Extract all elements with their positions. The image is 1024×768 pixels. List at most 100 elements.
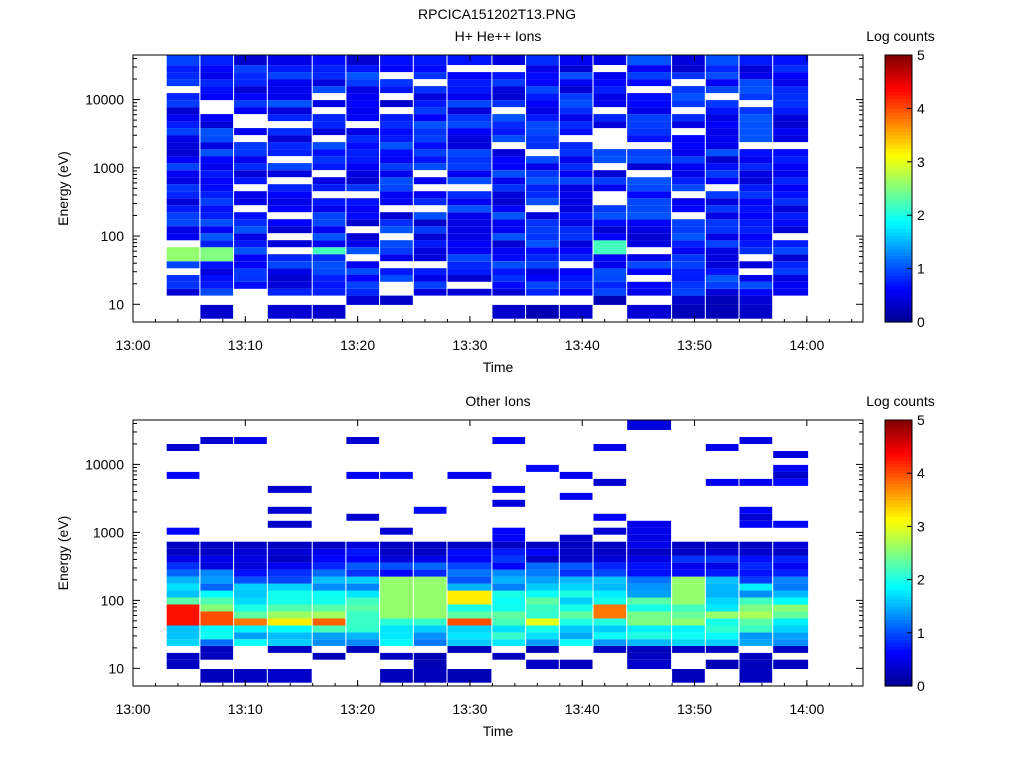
spectrogram-cell [267,65,312,73]
spectrogram-cell [234,555,267,563]
spectrogram-cell [447,121,492,129]
spectrogram-cell [346,562,380,570]
spectrogram-cell [739,54,773,65]
colorbar-swatch [885,503,912,508]
spectrogram-cell [773,191,809,199]
x-tick-label: 14:00 [789,337,824,353]
spectrogram-cell [492,198,526,206]
spectrogram-cell [413,156,447,164]
spectrogram-cell [267,100,312,108]
spectrogram-cell [166,163,200,171]
spectrogram-cell [447,107,492,115]
spectrogram-cell [773,590,809,598]
colorbar-swatch [885,453,912,458]
spectrogram-cell [200,198,234,206]
spectrogram-cell [739,520,773,528]
spectrogram-cell [773,569,809,577]
x-tick-label: 13:10 [228,337,263,353]
spectrogram-cell [593,562,627,570]
spectrogram-cell [559,541,593,549]
spectrogram-cell [559,548,593,556]
spectrogram-cell [705,86,739,94]
spectrogram-cell [593,170,627,178]
x-tick-label: 13:30 [452,701,487,717]
panel-title: Other Ions [465,393,530,409]
ion-spectrogram-panel-other: Other Ions 13:00 13:10 13:20 13:30 13:40 13:50… [55,393,935,739]
spectrogram-cell [526,212,559,220]
spectrogram-cell [526,86,559,94]
colorbar-swatch [885,101,912,106]
spectrogram-cell [380,590,413,598]
spectrogram-cell [234,142,267,150]
spectrogram-cell [627,79,672,87]
spectrogram-cell [593,219,627,227]
spectrogram-cell [593,583,627,591]
spectrogram-cell [773,604,809,612]
colorbar-swatch [885,526,912,531]
spectrogram-cell [312,288,346,296]
spectrogram-cell [773,583,809,591]
spectrogram-cell [559,471,593,479]
spectrogram-cell [773,65,809,73]
spectrogram-cell [492,86,526,94]
colorbar-swatch [885,121,912,126]
spectrogram-cell [627,135,672,143]
spectrogram-cell [526,611,559,619]
spectrogram-cell [267,304,312,319]
spectrogram-cell [773,576,809,584]
spectrogram-cell [200,639,234,646]
spectrogram-cell [166,219,200,227]
spectrogram-cell [346,261,380,269]
spectrogram-cell [166,184,200,192]
spectrogram-cell [447,219,492,227]
spectrogram-cell [312,639,346,646]
colorbar-swatch [885,479,912,484]
colorbar-swatch [885,91,912,96]
colorbar-swatch [885,128,912,133]
spectrogram-cell [413,604,447,612]
spectrogram-cell [705,562,739,570]
spectrogram-cell [200,597,234,605]
spectrogram-cell [267,597,312,605]
spectrogram-cell [627,304,672,319]
spectrogram-cell [447,226,492,234]
colorbar-swatch [885,235,912,240]
spectrogram-cell [593,261,627,269]
spectrogram-cell [593,555,627,563]
spectrogram-cell [492,548,526,556]
spectrogram-cell [380,541,413,549]
spectrogram-cell [627,198,672,206]
colorbar-swatch [885,642,912,647]
spectrogram-cell [773,275,809,282]
spectrogram-cell [773,451,809,458]
spectrogram-cell [413,576,447,584]
spectrogram-cell [705,611,739,619]
x-tick-label: 13:10 [228,701,263,717]
spectrogram-cell [492,100,526,108]
spectrogram-cell [559,659,593,669]
spectrogram-cell [166,114,200,122]
spectrogram-cell [627,590,672,598]
spectrogram-cell [705,212,739,220]
spectrogram-cell [593,597,627,605]
colorbar-swatch [885,616,912,621]
spectrogram-cell [773,471,809,479]
colorbar-swatch [885,549,912,554]
spectrogram-cell [312,597,346,605]
spectrogram-cell [559,107,593,115]
colorbar-swatch [885,291,912,296]
x-tick-label: 13:40 [565,337,600,353]
colorbar-swatch [885,68,912,73]
spectrogram-cell [312,541,346,549]
spectrogram-cell [166,548,200,556]
x-tick-label: 13:00 [115,701,150,717]
spectrogram-cell [672,121,705,129]
spectrogram-cell [739,652,773,660]
spectrogram-cell [380,618,413,626]
spectrogram-cell [200,632,234,640]
spectrogram-cell [773,163,809,171]
spectrogram-cell [627,72,672,80]
colorbar-swatch [885,682,912,687]
spectrogram-cell [627,569,672,577]
spectrogram-cell [593,268,627,275]
